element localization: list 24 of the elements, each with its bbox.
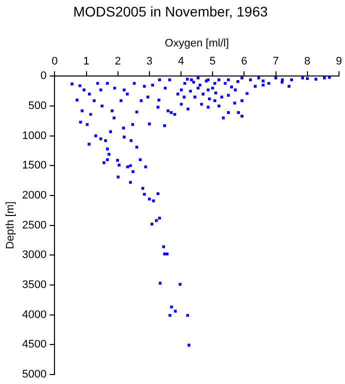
y-axis-title: Depth [m] <box>4 201 17 250</box>
x-tick-label: 3 <box>146 56 152 68</box>
y-tick-label: 5000 <box>22 368 47 380</box>
y-tick-label: 3000 <box>22 249 47 262</box>
y-tick-label: 500 <box>28 100 47 112</box>
chart-title: MODS2005 in November, 1963 <box>73 3 268 20</box>
y-tick-label: 1000 <box>22 130 47 142</box>
y-tick-label: 4000 <box>22 308 47 321</box>
y-tick-label: 1500 <box>22 160 47 172</box>
x-tick-label: 9 <box>336 56 342 68</box>
y-tick-label: 0 <box>40 70 47 82</box>
y-tick-label: 2500 <box>22 219 47 232</box>
x-tick-label: 5 <box>210 56 216 68</box>
x-tick-label: 0 <box>52 56 58 68</box>
y-tick-label: 2000 <box>22 190 47 202</box>
x-tick-label: 2 <box>114 56 121 68</box>
y-tick-label: 3500 <box>22 278 47 291</box>
x-tick-label: 1 <box>83 56 90 68</box>
x-tick-label: 6 <box>241 56 248 68</box>
x-axis-title: Oxygen [ml/l] <box>164 37 229 50</box>
x-tick-label: 4 <box>178 56 184 68</box>
x-tick-label: 7 <box>272 56 279 68</box>
x-tick-label: 8 <box>304 56 310 68</box>
y-tick-label: 4500 <box>22 338 47 351</box>
